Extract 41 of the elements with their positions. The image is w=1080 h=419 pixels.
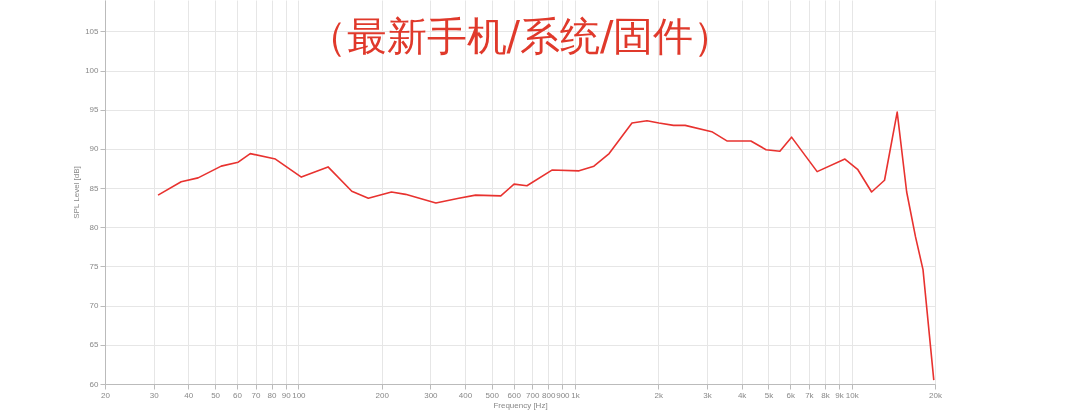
x-tick-label: 90 xyxy=(281,390,292,400)
x-tick-label: 900 xyxy=(556,390,571,400)
y-tick-label: 75 xyxy=(89,261,100,271)
x-tick-label: 80 xyxy=(267,390,278,400)
chart-title: （最新手机/系统/固件） xyxy=(306,13,734,59)
x-tick-label: 700 xyxy=(526,390,540,400)
x-tick-label: 50 xyxy=(211,390,221,400)
x-tick-label: 400 xyxy=(458,390,473,400)
y-axis-title: SPL Level [dB] xyxy=(72,166,82,219)
x-axis-title: Frequency [Hz] xyxy=(493,400,548,410)
x-tick-label: 5k xyxy=(764,390,775,400)
x-tick-label: 4k xyxy=(737,390,748,400)
x-tick-label: 7k xyxy=(805,390,815,400)
x-tick-label: 70 xyxy=(251,390,262,400)
x-tick-label: 8k xyxy=(821,390,831,400)
x-tick-label: 60 xyxy=(233,390,243,400)
x-tick-label: 3k xyxy=(703,390,713,400)
y-tick-label: 95 xyxy=(89,105,100,115)
y-tick-label: 100 xyxy=(85,66,100,76)
x-tick-label: 200 xyxy=(375,390,390,400)
y-tick-label: 85 xyxy=(89,183,100,193)
x-tick-label: 10k xyxy=(845,390,860,400)
y-tick-label: 70 xyxy=(89,301,100,311)
x-tick-label: 30 xyxy=(149,390,160,400)
y-tick-label: 65 xyxy=(89,340,100,350)
x-tick-label: 1k xyxy=(571,390,581,400)
x-tick-label: 800 xyxy=(542,390,556,400)
x-tick-label: 40 xyxy=(184,390,194,400)
x-tick-label: 9k xyxy=(835,390,845,400)
y-tick-label: 80 xyxy=(89,222,100,232)
x-tick-label: 2k xyxy=(654,390,665,400)
y-tick-label: 90 xyxy=(89,144,100,154)
x-tick-label: 6k xyxy=(786,390,797,400)
x-tick-label: 600 xyxy=(507,390,522,400)
x-tick-label: 500 xyxy=(485,390,500,400)
x-tick-label: 100 xyxy=(292,390,307,400)
x-tick-label: 300 xyxy=(424,390,439,400)
y-tick-label: 105 xyxy=(85,26,100,36)
x-tick-label: 20 xyxy=(101,390,111,400)
x-tick-label: 20k xyxy=(929,390,943,400)
y-tick-label: 60 xyxy=(89,379,100,389)
